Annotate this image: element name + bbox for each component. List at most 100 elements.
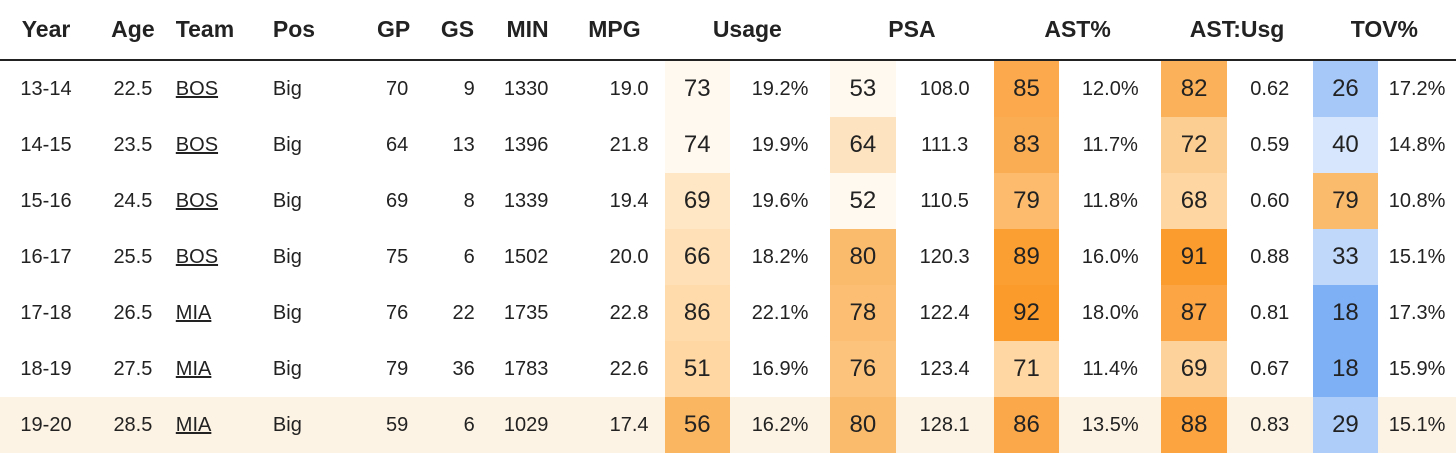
cell-min: 1029 (490, 397, 565, 453)
cell-min: 1330 (503, 77, 549, 100)
cell-year: 13-14 (20, 77, 72, 100)
cell-tov-percentile: 79 (1312, 173, 1379, 229)
cell-ast: 16.0% (1081, 245, 1139, 268)
cell-gp: 70 (386, 77, 409, 100)
cell-pos: Big (270, 397, 363, 453)
col-header-year[interactable]: Year (0, 0, 93, 61)
cell-ast: 11.8% (1082, 189, 1138, 212)
cell-min: 1735 (503, 301, 549, 324)
cell-usage: 16.9% (751, 357, 809, 380)
cell-ast: 13.5% (1059, 397, 1162, 453)
cell-gs: 8 (463, 189, 475, 212)
col-header-age[interactable]: Age (92, 0, 174, 61)
cell-usage-percentile: 66 (664, 229, 730, 285)
cell-tov: 15.1% (1388, 245, 1446, 268)
cell-team: BOS (174, 173, 271, 229)
team-link[interactable]: BOS (175, 189, 219, 212)
cell-team: MIA (174, 285, 271, 341)
cell-pos: Big (272, 245, 302, 268)
cell-age: 28.5 (92, 397, 174, 453)
col-header-pos[interactable]: Pos (270, 0, 363, 61)
cell-year: 19-20 (0, 397, 93, 453)
cell-tov: 14.8% (1388, 133, 1446, 156)
cell-pos: Big (272, 133, 302, 156)
col-header-ast-usg[interactable]: AST:Usg (1161, 0, 1313, 61)
cell-min: 1396 (503, 133, 549, 156)
cell-psa: 120.3 (919, 245, 970, 268)
cell-mpg: 19.0 (609, 77, 649, 100)
cell-team: BOS (174, 229, 271, 285)
cell-tov-percentile: 18 (1312, 341, 1379, 397)
team-link[interactable]: MIA (175, 357, 212, 380)
cell-psa-percentile: 64 (830, 117, 896, 173)
cell-gp: 64 (386, 133, 409, 156)
team-link[interactable]: MIA (175, 413, 212, 436)
cell-ast-percentile: 79 (993, 173, 1060, 229)
cell-tov: 15.1% (1378, 397, 1456, 453)
table-row: 16-17 25.5 BOS Big 75 6 1502 20.0 66 18.2% 80 120.3… (0, 229, 1456, 285)
col-header-min[interactable]: MIN (490, 0, 565, 61)
cell-mpg: 22.6 (609, 357, 649, 380)
cell-team: MIA (174, 341, 271, 397)
cell-psa-percentile: 76 (830, 341, 896, 397)
cell-ast-usg-percentile: 72 (1161, 117, 1227, 173)
col-header-psa[interactable]: PSA (830, 0, 994, 61)
col-header-usage[interactable]: Usage (664, 0, 831, 61)
cell-mpg: 21.8 (609, 133, 649, 156)
cell-min: 1339 (503, 189, 549, 212)
cell-age: 25.5 (113, 245, 153, 268)
cell-mpg: 17.4 (564, 397, 665, 453)
cell-psa-percentile: 80 (830, 397, 896, 453)
cell-ast-percentile: 83 (993, 117, 1060, 173)
col-header-mpg[interactable]: MPG (564, 0, 665, 61)
cell-team: BOS (174, 117, 271, 173)
cell-psa: 111.3 (921, 133, 969, 156)
cell-pos: Big (272, 301, 302, 324)
cell-psa-percentile: 78 (830, 285, 896, 341)
table-row: 18-19 27.5 MIA Big 79 36 1783 22.6 51 16.9% 76 123.… (0, 341, 1456, 397)
table-row: 13-14 22.5 BOS Big 70 9 1330 19.0 73 19.2% 53 108.0… (0, 60, 1456, 117)
cell-psa-percentile: 80 (830, 229, 896, 285)
team-link[interactable]: BOS (175, 77, 219, 100)
cell-tov-percentile: 33 (1312, 229, 1379, 285)
cell-mpg: 22.8 (609, 301, 649, 324)
col-header-tov[interactable]: TOV% (1312, 0, 1456, 61)
header-row: Year Age Team Pos GP GS MIN MPG Usage PS… (0, 0, 1456, 61)
cell-usage: 19.9% (751, 133, 809, 156)
team-link[interactable]: BOS (175, 133, 219, 156)
table-row: 19-20 28.5 MIA Big 59 6 1029 17.4 56 16.2% 80 128.1… (0, 397, 1456, 453)
col-header-gp[interactable]: GP (362, 0, 425, 61)
cell-ast-percentile: 86 (993, 397, 1060, 453)
cell-psa-percentile: 53 (830, 60, 896, 117)
table-row: 14-15 23.5 BOS Big 64 13 1396 21.8 74 19.9% 64 111.… (0, 117, 1456, 173)
cell-ast-usg-percentile: 88 (1161, 397, 1227, 453)
cell-psa: 110.5 (920, 189, 969, 212)
cell-ast-usg: 0.60 (1250, 189, 1290, 212)
cell-usage-percentile: 74 (664, 117, 730, 173)
team-link[interactable]: MIA (175, 301, 212, 324)
cell-usage: 22.1% (751, 301, 809, 324)
cell-usage-percentile: 73 (664, 60, 730, 117)
col-header-ast[interactable]: AST% (993, 0, 1162, 61)
cell-team: BOS (174, 60, 271, 117)
cell-tov: 10.8% (1388, 189, 1446, 212)
cell-ast-usg: 0.62 (1250, 77, 1290, 100)
cell-ast-usg: 0.88 (1250, 245, 1290, 268)
cell-ast-usg: 0.59 (1250, 133, 1290, 156)
cell-psa: 108.0 (919, 77, 970, 100)
col-header-gs[interactable]: GS (424, 0, 491, 61)
cell-usage: 19.2% (751, 77, 809, 100)
cell-age: 23.5 (113, 133, 153, 156)
table-row: 15-16 24.5 BOS Big 69 8 1339 19.4 69 19.6% 52 110.5… (0, 173, 1456, 229)
cell-usage: 19.6% (751, 189, 809, 212)
cell-usage: 18.2% (751, 245, 809, 268)
col-header-team[interactable]: Team (173, 0, 271, 61)
cell-ast-usg-percentile: 91 (1161, 229, 1227, 285)
cell-tov-percentile: 26 (1312, 60, 1379, 117)
cell-age: 24.5 (113, 189, 153, 212)
cell-ast-usg: 0.81 (1250, 301, 1290, 324)
team-link[interactable]: BOS (175, 245, 219, 268)
cell-ast-usg-percentile: 82 (1161, 60, 1227, 117)
cell-psa: 123.4 (919, 357, 970, 380)
cell-ast-usg: 0.67 (1250, 357, 1290, 380)
